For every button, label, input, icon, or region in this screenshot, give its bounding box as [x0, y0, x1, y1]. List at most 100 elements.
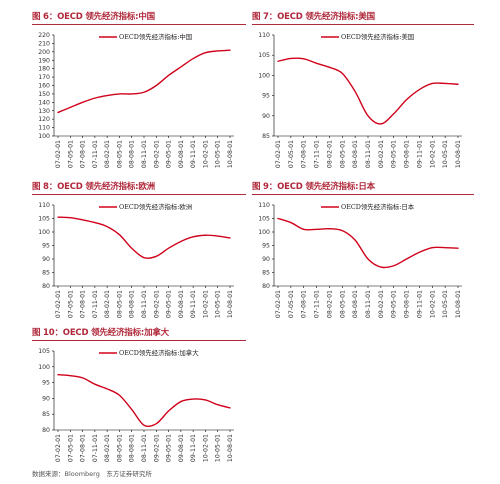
x-tick-label: 09-05-01: [391, 290, 398, 318]
title-rule: [252, 194, 474, 195]
x-tick-label: 10-02-01: [429, 290, 436, 318]
x-tick-label: 10-05-01: [215, 290, 222, 318]
y-tick-label: 100: [38, 133, 50, 140]
x-tick-label: 09-08-01: [178, 434, 185, 462]
chart-title: 图 8：OECD 领先经济指标:欧洲: [32, 182, 155, 192]
y-tick-label: 90: [262, 256, 270, 263]
y-tick-label: 90: [262, 113, 270, 120]
x-tick-label: 09-11-01: [190, 290, 197, 318]
x-tick-label: 07-02-01: [55, 434, 62, 462]
legend-label: OECD领先经济指标:中国: [119, 32, 192, 41]
y-tick-label: 100: [258, 72, 270, 79]
y-tick-label: 80: [262, 283, 270, 290]
chart-panel-canada: 图 10：OECD 领先经济指标:加拿大 80 85 90 95 100 105 07-02…: [32, 326, 246, 464]
y-tick-label: 95: [262, 93, 270, 100]
x-tick-label: 07-08-01: [80, 434, 87, 462]
y-tick-label: 110: [38, 125, 50, 132]
x-tick-label: 09-05-01: [391, 140, 398, 168]
y-tick-label: 190: [38, 57, 50, 64]
x-tick-label: 08-02-01: [104, 434, 111, 462]
y-tick-label: 130: [38, 108, 50, 115]
x-tick-label: 07-11-01: [314, 140, 321, 168]
source-note: 数据来源：Bloomberg 东方证券研究所: [32, 470, 152, 478]
x-tick-label: 09-05-01: [166, 434, 173, 462]
x-tick-label: 10-02-01: [202, 290, 209, 318]
y-tick-label: 100: [38, 364, 50, 371]
x-tick-label: 08-08-01: [129, 434, 136, 462]
x-tick-label: 09-08-01: [178, 290, 185, 318]
y-tick-label: 105: [38, 216, 50, 223]
x-tick-label: 07-05-01: [288, 290, 295, 318]
x-tick-label: 09-11-01: [190, 140, 197, 168]
x-tick-label: 09-11-01: [416, 290, 423, 318]
chart-title: 图 6：OECD 领先经济指标:中国: [32, 12, 155, 22]
x-tick-label: 07-08-01: [301, 140, 308, 168]
x-tick-label: 07-11-01: [92, 434, 99, 462]
chart-panel-china: 图 6：OECD 领先经济指标:中国 100 110 120 130 140 150 160…: [32, 10, 246, 170]
x-tick-label: 10-02-01: [429, 140, 436, 168]
line-chart: 80 85 90 95 100 105 07-02-01 07-05-01 07-08-01 07…: [38, 348, 234, 462]
x-tick-label: 10-08-01: [455, 290, 462, 318]
x-tick-label: 07-02-01: [55, 140, 62, 168]
line-chart: 85 90 95 100 105 110 07-02-01 07-05-01 07-08-01 0…: [258, 32, 462, 168]
x-tick-label: 09-02-01: [378, 140, 385, 168]
x-tick-label: 08-08-01: [129, 140, 136, 168]
y-tick-label: 80: [42, 283, 50, 290]
x-tick-label: 07-02-01: [275, 140, 282, 168]
x-tick-label: 10-05-01: [215, 434, 222, 462]
y-tick-label: 80: [42, 427, 50, 434]
legend-label: OECD领先经济指标:欧洲: [119, 202, 192, 211]
line-chart: 80 85 90 95 100 105 110 07-02-01 07-05-01 07-08-0…: [258, 202, 462, 318]
chart-title: 图 9：OECD 领先经济指标:日本: [252, 182, 375, 192]
chart-title: 图 7：OECD 领先经济指标:美国: [252, 12, 375, 22]
x-tick-label: 08-02-01: [104, 290, 111, 318]
x-tick-label: 07-02-01: [55, 290, 62, 318]
title-rule: [32, 24, 246, 25]
x-tick-label: 08-11-01: [141, 290, 148, 318]
x-tick-label: 10-02-01: [202, 434, 209, 462]
y-tick-label: 150: [38, 91, 50, 98]
x-tick-label: 08-02-01: [326, 140, 333, 168]
x-tick-label: 09-08-01: [404, 140, 411, 168]
y-tick-label: 160: [38, 83, 50, 90]
x-tick-label: 08-02-01: [104, 140, 111, 168]
series-line: [57, 216, 231, 259]
y-tick-label: 200: [38, 49, 50, 56]
y-tick-label: 95: [42, 380, 50, 387]
x-tick-label: 09-08-01: [178, 140, 185, 168]
x-tick-label: 10-08-01: [455, 140, 462, 168]
y-tick-label: 110: [258, 32, 270, 39]
y-tick-label: 95: [42, 243, 50, 250]
x-tick-label: 08-11-01: [141, 140, 148, 168]
x-tick-label: 10-08-01: [227, 290, 234, 318]
x-tick-label: 07-11-01: [92, 290, 99, 318]
x-tick-label: 07-11-01: [314, 290, 321, 318]
series-line: [57, 374, 231, 428]
x-tick-label: 08-05-01: [116, 140, 123, 168]
chart-panel-usa: 图 7：OECD 领先经济指标:美国 85 90 95 100 105 110 07-02-…: [252, 10, 474, 170]
x-tick-label: 07-08-01: [80, 140, 87, 168]
y-tick-label: 85: [42, 270, 50, 277]
x-tick-label: 09-08-01: [404, 290, 411, 318]
x-tick-label: 07-05-01: [67, 140, 74, 168]
x-tick-label: 09-02-01: [378, 290, 385, 318]
chart-panel-europe: 图 8：OECD 领先经济指标:欧洲 80 85 90 95 100 105 110 07-0…: [32, 180, 246, 320]
x-tick-label: 08-08-01: [129, 290, 136, 318]
series-line: [277, 217, 459, 269]
y-tick-label: 100: [38, 229, 50, 236]
y-tick-label: 90: [42, 256, 50, 263]
y-tick-label: 85: [42, 411, 50, 418]
y-tick-label: 170: [38, 74, 50, 81]
y-tick-label: 110: [38, 202, 50, 209]
y-tick-label: 220: [38, 32, 50, 39]
x-tick-label: 07-02-01: [275, 290, 282, 318]
y-tick-label: 95: [262, 243, 270, 250]
y-tick-label: 120: [38, 116, 50, 123]
x-tick-label: 10-08-01: [227, 140, 234, 168]
y-tick-label: 110: [258, 202, 270, 209]
x-tick-label: 09-11-01: [190, 434, 197, 462]
y-tick-label: 85: [262, 133, 270, 140]
x-tick-label: 08-08-01: [352, 140, 359, 168]
y-tick-label: 105: [258, 216, 270, 223]
